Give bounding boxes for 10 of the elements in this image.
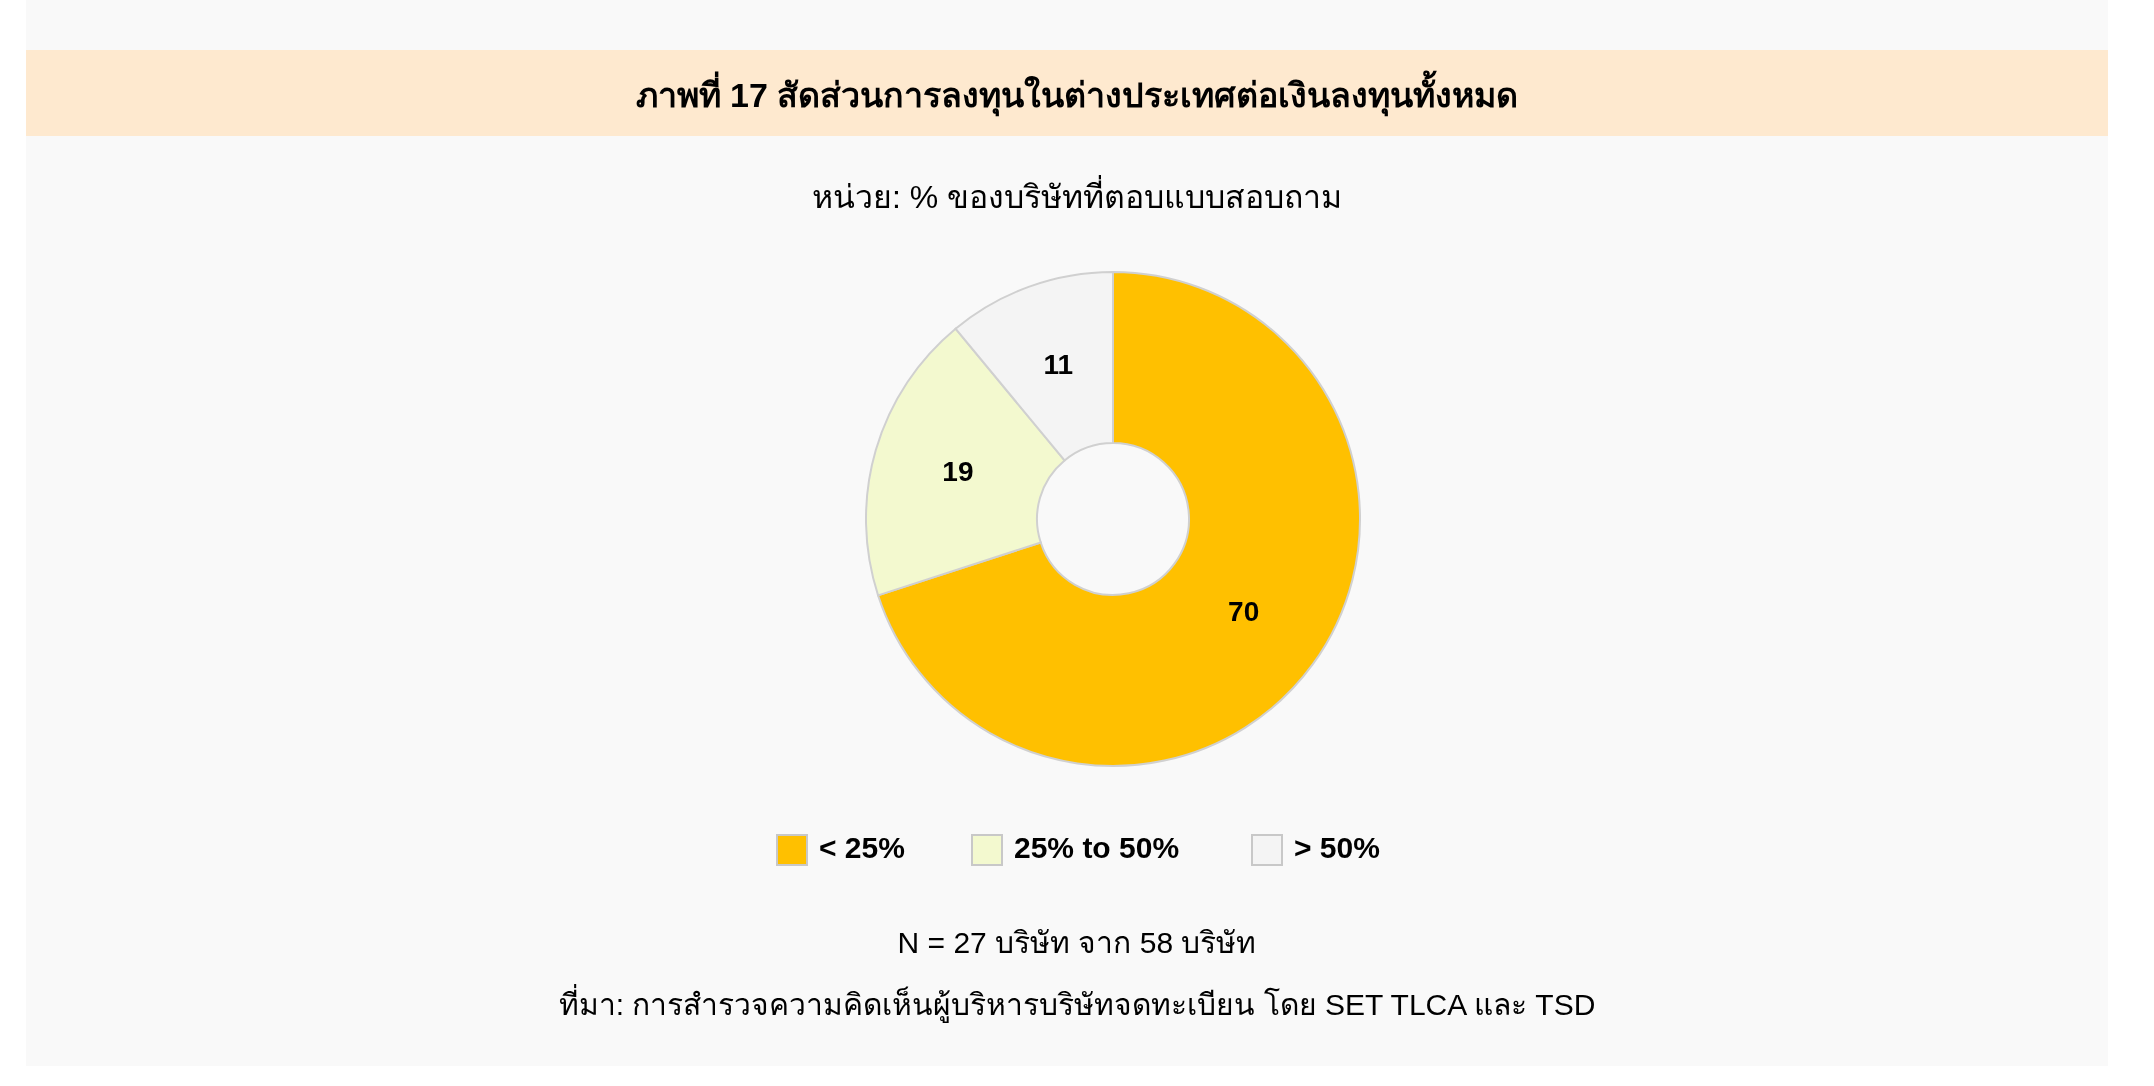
data-label: 70 xyxy=(1228,596,1260,628)
data-label: 19 xyxy=(942,456,974,488)
legend-label: < 25% xyxy=(819,830,905,864)
chart-subtitle: หน่วย: % ของบริษัทที่ตอบแบบสอบถาม xyxy=(811,175,1343,216)
text: ที่มา: การสำรวจความคิดเห็นผู้บริหารบริษัทจดทะเบียน โดย SET TLCA และ TSD xyxy=(558,983,1596,1023)
data-label: 11 xyxy=(1043,349,1074,381)
legend-label: 25% to 50% xyxy=(1014,830,1180,864)
legend-label: > 50% xyxy=(1294,830,1380,864)
chart-title: ภาพที่ 17 สัดส่วนการลงทุนในต่างประเทศต่อเงินลงทุนทั้งหมด xyxy=(635,69,1519,117)
text: N = 27 บริษัท จาก 58 บริษัท xyxy=(897,925,1257,959)
